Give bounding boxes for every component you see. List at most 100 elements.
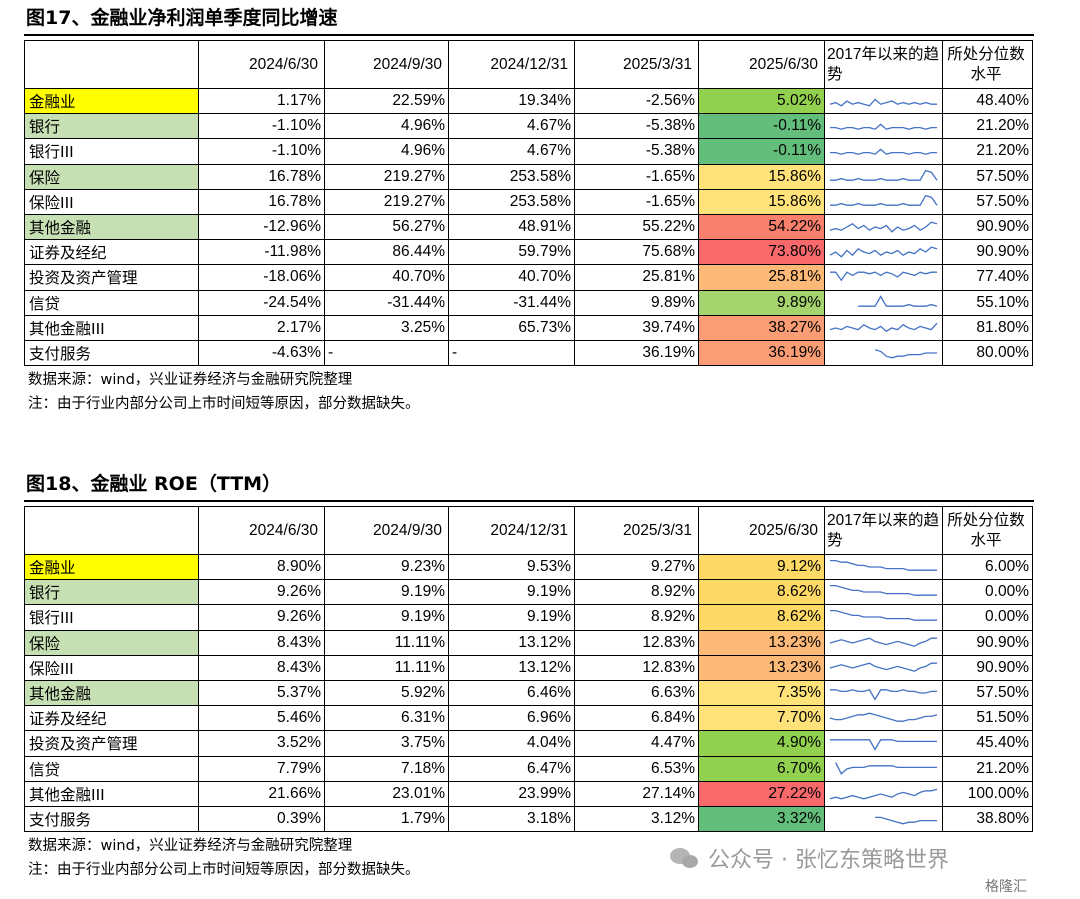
row-label: 金融业 (24, 87, 199, 115)
value-cell: 253.58% (448, 188, 575, 215)
value-cell: 5.92% (324, 679, 449, 707)
row-label: 保险III (24, 188, 199, 215)
value-cell: 9.27% (574, 553, 699, 581)
value-cell: 16.78% (198, 188, 325, 215)
value-cell: -31.44% (324, 289, 449, 316)
percentile-cell: 90.90% (942, 629, 1033, 656)
sparkline-path (830, 689, 937, 701)
table-row: 支付服务 0.39% 1.79% 3.18% 3.12% 3.32% 38.80% (24, 805, 1033, 833)
trend-sparkline (830, 689, 937, 701)
trend-sparkline-cell (824, 755, 943, 782)
row-label: 信贷 (24, 755, 199, 782)
header-trend: 2017年以来的趋势 (824, 40, 943, 89)
header-date: 2025/3/31 (574, 506, 699, 555)
value-cell-latest: 27.22% (698, 780, 825, 807)
row-label: 投资及资产管理 (24, 730, 199, 757)
row-label: 其他金融 (24, 213, 199, 241)
value-cell-latest: 3.32% (698, 805, 825, 833)
value-cell-latest: 8.62% (698, 604, 825, 631)
table-row: 银行III -1.10% 4.96% 4.67% -5.38% -0.11% 21.20% (24, 138, 1033, 165)
table-row: 金融业 1.17% 22.59% 19.34% -2.56% 5.02% 48.40% (24, 87, 1033, 115)
table-row: 保险III 16.78% 219.27% 253.58% -1.65% 15.86% 57.… (24, 188, 1033, 215)
trend-sparkline-cell (824, 213, 943, 241)
value-cell: 39.74% (574, 314, 699, 341)
value-cell: -5.38% (574, 138, 699, 165)
value-cell-latest: 36.19% (698, 339, 825, 367)
percentile-cell: 21.20% (942, 113, 1033, 140)
trend-sparkline (829, 322, 938, 332)
value-cell-latest: -0.11% (698, 138, 825, 165)
value-cell: 8.90% (198, 553, 325, 581)
table-row: 支付服务 -4.63% - -36.19% 36.19% 80.00% (24, 339, 1033, 367)
footnote: 注：由于行业内部分公司上市时间短等原因，部分数据缺失。 (28, 396, 420, 413)
trend-sparkline-cell (824, 289, 943, 316)
trend-sparkline-cell (824, 679, 943, 707)
trend-sparkline-cell (824, 705, 943, 732)
trend-sparkline-cell (824, 339, 943, 367)
figure-18: 图18、金融业 ROE（TTM） 2024/6/30 2024/9/30 2024/… (24, 470, 1034, 882)
value-cell: 75.68% (574, 239, 699, 266)
value-cell: 6.96% (448, 705, 575, 732)
row-label: 投资及资产管理 (24, 264, 199, 291)
value-cell: 8.92% (574, 579, 699, 606)
sparkline-path (829, 322, 938, 332)
table-row: 证券及经纪 -11.98% 86.44% 59.79% 75.68% 73.80% 90.9… (24, 239, 1033, 266)
row-label: 证券及经纪 (24, 239, 199, 266)
value-cell: 4.67% (448, 138, 575, 165)
value-cell: 19.34% (448, 87, 575, 115)
value-cell: 253.58% (448, 163, 575, 190)
percentile-cell: 77.40% (942, 264, 1033, 291)
figure-18-table: 2024/6/30 2024/9/30 2024/12/31 2025/3/31 202… (24, 506, 1033, 833)
row-label: 银行III (24, 138, 199, 165)
sparkline-path (830, 585, 937, 597)
value-cell: 22.59% (324, 87, 449, 115)
sparkline-path (830, 271, 937, 282)
value-cell: 9.19% (448, 604, 575, 631)
trend-sparkline (829, 246, 938, 258)
trend-sparkline (829, 221, 938, 233)
trend-sparkline (830, 123, 937, 131)
value-cell: 6.31% (324, 705, 449, 732)
value-cell: 16.78% (198, 163, 325, 190)
trend-sparkline-cell (824, 239, 943, 266)
percentile-cell: 38.80% (942, 805, 1033, 833)
header-date: 2024/6/30 (198, 506, 325, 555)
watermark-text: 公众号 · 张忆东策略世界 (708, 848, 949, 873)
value-cell-latest: 25.81% (698, 264, 825, 291)
sparkline-path (830, 149, 937, 156)
trend-sparkline-cell (824, 264, 943, 291)
value-cell: -5.38% (574, 113, 699, 140)
source-note: 数据来源：wind，兴业证券经济与金融研究院整理 (28, 838, 353, 855)
row-label: 证券及经纪 (24, 705, 199, 732)
trend-sparkline (830, 739, 937, 752)
value-cell: 59.79% (448, 239, 575, 266)
value-cell: 9.89% (574, 289, 699, 316)
header-date: 2024/6/30 (198, 40, 325, 89)
value-cell: 1.79% (324, 805, 449, 833)
value-cell: 6.47% (448, 755, 575, 782)
header-row: 2024/6/30 2024/9/30 2024/12/31 2025/3/31 202… (24, 40, 1033, 89)
sparkline-path (829, 662, 937, 672)
trend-sparkline (830, 149, 937, 156)
percentile-cell: 48.40% (942, 87, 1033, 115)
value-cell: 65.73% (448, 314, 575, 341)
row-label: 保险III (24, 654, 199, 681)
footnote: 注：由于行业内部分公司上市时间短等原因，部分数据缺失。 (28, 862, 420, 879)
row-label: 其他金融III (24, 780, 199, 807)
row-label: 其他金融 (24, 679, 199, 707)
percentile-cell: 90.90% (942, 239, 1033, 266)
value-cell: 9.19% (448, 579, 575, 606)
value-cell: 25.81% (574, 264, 699, 291)
header-percentile: 所处分位数水平 (942, 506, 1033, 555)
value-cell-latest: 7.70% (698, 705, 825, 732)
value-cell: 4.47% (574, 730, 699, 757)
table-row: 银行 -1.10% 4.96% 4.67% -5.38% -0.11% 21.20% (24, 113, 1033, 140)
figure-18-title: 图18、金融业 ROE（TTM） (24, 470, 1034, 502)
trend-sparkline (830, 560, 937, 571)
row-label: 支付服务 (24, 805, 199, 833)
value-cell: 9.26% (198, 579, 325, 606)
percentile-cell: 57.50% (942, 188, 1033, 215)
row-label: 保险 (24, 629, 199, 656)
value-cell: 55.22% (574, 213, 699, 241)
source-note: 数据来源：wind，兴业证券经济与金融研究院整理 (28, 372, 353, 389)
